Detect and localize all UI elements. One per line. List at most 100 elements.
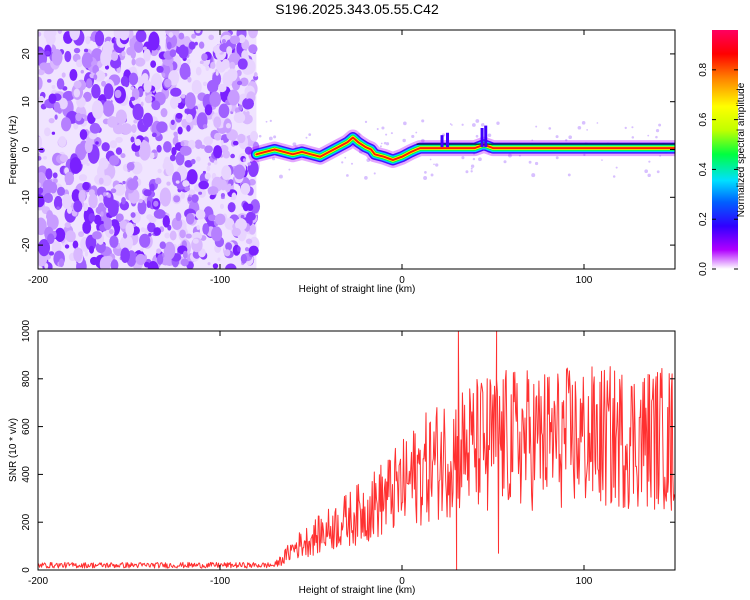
noise-blob [109,140,118,149]
noise-blob [196,224,200,230]
faint-dot [273,135,277,139]
noise-blob [180,141,185,147]
faint-dot [648,160,651,163]
faint-dot [583,153,586,157]
noise-blob [48,251,55,256]
noise-blob [98,177,104,185]
spectrogram-y-tick-label: 20 [21,48,32,60]
noise-blob [95,70,106,82]
noise-blob [227,89,240,106]
noise-blob [51,49,63,66]
noise-blob [95,241,106,254]
noise-blob [83,202,89,212]
spectrogram-noise-region [38,30,668,269]
noise-blob [95,141,99,145]
noise-blob [91,61,95,67]
noise-blob [72,240,79,249]
noise-blob [207,162,211,166]
spectrogram-y-tick-label: 0 [21,146,32,152]
noise-blob [125,222,135,237]
noise-blob [198,180,209,190]
noise-blob [177,126,183,135]
faint-dot [423,176,428,180]
snr-y-ticks: 0 200 400 600 800 1000 [21,319,675,573]
noise-blob [104,65,110,70]
noise-blob [51,84,56,89]
spectrogram-y-axis-label: Frequency (Hz) [8,116,19,185]
noise-blob [236,246,241,252]
noise-blob [209,194,216,200]
noise-blob [38,95,45,104]
noise-blob [75,143,87,161]
noise-blob [156,248,162,254]
faint-dot [534,161,539,166]
faint-dot [364,176,368,180]
noise-blob [204,145,213,154]
noise-blob [153,227,162,236]
faint-dot [449,123,452,125]
noise-blob [59,154,69,162]
noise-blob [85,234,97,251]
noise-blob [75,112,82,122]
noise-blob [102,100,115,117]
noise-blob [226,46,233,55]
noise-blob [180,94,186,99]
noise-blob [140,248,144,252]
faint-dot [258,134,262,138]
faint-dot [647,134,650,137]
snr-x-axis-label: Height of straight line (km) [299,585,416,596]
spectrogram-x-ticks: -200 -100 0 100 [28,30,593,286]
noise-blob [169,96,179,109]
noise-blob [202,170,206,174]
faint-dot [478,157,482,162]
faint-dot [555,135,559,139]
noise-blob [51,131,56,135]
noise-blob [120,247,130,263]
noise-blob [83,48,89,53]
noise-blob [237,58,248,70]
noise-blob [53,101,61,113]
noise-blob [236,69,242,77]
noise-blob [103,83,114,100]
noise-blob [164,78,172,88]
faint-dot [271,157,276,161]
noise-blob [104,255,113,263]
noise-blob [219,203,225,209]
noise-blob [213,145,223,159]
noise-blob [153,200,159,207]
noise-blob [217,257,221,262]
noise-blob [169,154,176,162]
noise-blob [109,229,114,235]
noise-blob [122,180,126,185]
noise-blob [240,253,248,264]
noise-blob [214,213,226,226]
faint-dot [535,125,538,128]
noise-blob [244,247,250,252]
noise-blob [173,195,181,203]
noise-blob [65,230,76,243]
noise-blob [180,192,185,199]
faint-dot [565,139,568,142]
faint-dot [503,160,507,164]
noise-blob [69,157,82,174]
noise-blob [202,223,210,235]
noise-blob [240,214,245,219]
colorbar-label: Normalized spectral amplitude [736,82,747,217]
noise-blob [78,174,88,182]
faint-dot [421,119,425,123]
noise-blob [84,139,93,154]
faint-dot [385,142,390,146]
noise-blob [239,77,249,87]
noise-blob [215,71,219,76]
noise-blob [138,198,143,204]
faint-dot [601,159,603,161]
faint-dot [411,134,415,139]
noise-blob [199,60,204,65]
noise-blob [142,46,147,51]
noise-blob [91,231,102,240]
noise-blob [56,186,66,196]
noise-blob [48,117,55,124]
snr-frame [37,330,676,571]
noise-blob [141,73,149,83]
noise-blob [38,76,43,90]
